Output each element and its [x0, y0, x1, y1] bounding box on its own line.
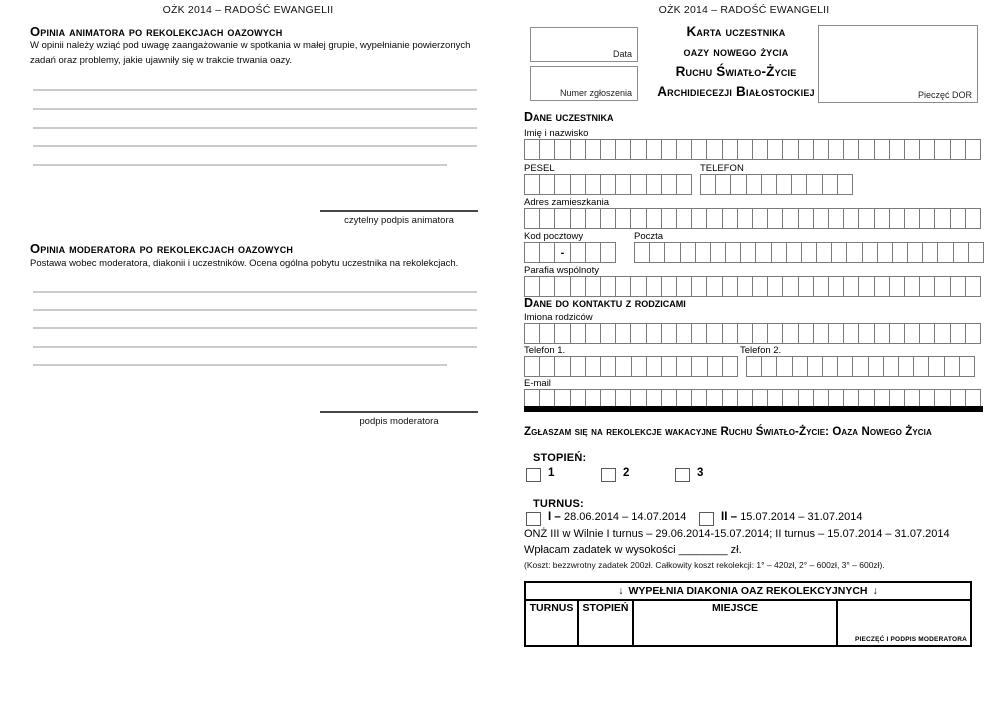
turnus-1-checkbox[interactable]: [526, 512, 541, 526]
turnus-2-numeral: II –: [721, 511, 737, 523]
office-stamp-label: PIECZĘĆ I PODPIS MODERATORA: [854, 636, 967, 643]
moderator-signature-label: podpis moderatora: [359, 416, 439, 427]
dor-stamp-box[interactable]: Pieczęć DOR: [818, 25, 978, 103]
form-title-line-3: Ruchu Światło-Życie: [675, 64, 797, 79]
moderator-opinion-description: Postawa wobec moderatora, diakonii i ucz…: [30, 258, 459, 269]
turnus-group-label: TURNUS:: [533, 498, 584, 510]
post-label: Poczta: [634, 231, 664, 242]
writing-line[interactable]: [33, 164, 447, 166]
office-col-turnus[interactable]: TURNUS: [526, 601, 579, 645]
office-col-place[interactable]: MIEJSCE: [634, 601, 838, 645]
phone1-label: Telefon 1.: [524, 345, 566, 356]
stage-3-label: 3: [697, 467, 704, 479]
office-table-header: ↓ WYPEŁNIA DIAKONIA OAZ REKOLEKCYJNYCH ↓: [526, 583, 970, 601]
application-number-box-label: Numer zgłoszenia: [559, 88, 632, 98]
turnus-2-checkbox[interactable]: [699, 512, 714, 526]
section-divider-bar: [524, 406, 983, 412]
writing-line[interactable]: [33, 364, 447, 366]
down-arrow-icon: ↓: [872, 585, 878, 597]
writing-line[interactable]: [33, 327, 477, 329]
stage-1-label: 1: [548, 467, 555, 479]
turnus-2-dates: 15.07.2014 – 31.07.2014: [740, 511, 863, 523]
cost-note: (Koszt: bezzwrotny zadatek 200zł. Całkow…: [524, 560, 885, 570]
turnus-1-numeral: I –: [548, 511, 561, 523]
office-table: ↓ WYPEŁNIA DIAKONIA OAZ REKOLEKCYJNYCH ↓…: [524, 581, 972, 647]
animator-signature-line[interactable]: [320, 210, 478, 212]
down-arrow-icon: ↓: [618, 585, 624, 597]
form-title-line-4: Archidiecezji Białostockiej: [657, 84, 815, 99]
phone-label: TELEFON: [700, 163, 744, 174]
participant-section-heading: Dane uczestnika: [524, 110, 614, 124]
animator-opinion-description: W opinii należy wziąć pod uwagę zaangażo…: [30, 40, 471, 66]
address-cells[interactable]: [524, 208, 982, 229]
office-col-stage[interactable]: STOPIEŃ: [579, 601, 634, 645]
parish-cells[interactable]: [524, 276, 982, 297]
pesel-cells[interactable]: [524, 174, 693, 195]
dor-stamp-box-label: Pieczęć DOR: [917, 90, 972, 100]
page-right: OŻK 2014 – RADOŚĆ EWANGELII Data Numer z…: [496, 0, 992, 702]
email-label: E-mail: [524, 378, 551, 389]
pesel-label: PESEL: [524, 163, 555, 174]
enrollment-heading: Zgłaszam się na rekolekcje wakacyjne Ruc…: [524, 426, 932, 438]
animator-opinion-title: Opinia animatora po rekolekcjach oazowyc…: [30, 24, 283, 39]
postal-code-label: Kod pocztowy: [524, 231, 584, 242]
parents-names-cells[interactable]: [524, 323, 982, 344]
application-number-box[interactable]: Numer zgłoszenia: [530, 66, 638, 101]
stage-2-label: 2: [623, 467, 630, 479]
stage-3-checkbox[interactable]: [675, 468, 690, 482]
address-label: Adres zamieszkania: [524, 197, 610, 208]
deposit-line[interactable]: Wpłacam zadatek w wysokości ________ zł.: [524, 544, 742, 556]
animator-signature-label: czytelny podpis animatora: [344, 215, 454, 226]
writing-line[interactable]: [33, 89, 477, 91]
office-stamp-cell[interactable]: PIECZĘĆ I PODPIS MODERATORA: [838, 601, 970, 645]
office-table-body: TURNUS STOPIEŃ MIEJSCE PIECZĘĆ I PODPIS …: [526, 601, 970, 645]
date-box-label: Data: [612, 49, 632, 59]
stage-2-checkbox[interactable]: [601, 468, 616, 482]
onz3-note: ONŻ III w Wilnie I turnus – 29.06.2014-1…: [524, 528, 950, 540]
phone-cells[interactable]: [700, 174, 854, 195]
post-cells[interactable]: [634, 242, 984, 263]
form-title: Karta uczestnika oazy nowego życia Ruchu…: [636, 22, 836, 102]
name-label: Imię i nazwisko: [524, 128, 589, 139]
phone2-label: Telefon 2.: [740, 345, 782, 356]
parish-label: Parafia wspólnoty: [524, 265, 599, 276]
parents-section-heading: Dane do kontaktu z rodzicami: [524, 296, 686, 310]
parents-names-label: Imiona rodziców: [524, 312, 593, 323]
office-table-header-text: WYPEŁNIA DIAKONIA OAZ REKOLEKCYJNYCH: [628, 585, 868, 597]
writing-line[interactable]: [33, 127, 477, 129]
form-title-line-2: oazy nowego życia: [683, 44, 789, 59]
page-header: OŻK 2014 – RADOŚĆ EWANGELII: [658, 4, 830, 16]
writing-line[interactable]: [33, 145, 477, 147]
postal-code-cells[interactable]: -: [524, 242, 617, 263]
writing-line[interactable]: [33, 291, 477, 293]
stage-1-checkbox[interactable]: [526, 468, 541, 482]
turnus-1-dates: 28.06.2014 – 14.07.2014: [564, 511, 687, 523]
stage-group-label: STOPIEŃ:: [533, 452, 587, 464]
page-header: OŻK 2014 – RADOŚĆ EWANGELII: [162, 4, 334, 16]
writing-line[interactable]: [33, 346, 477, 348]
form-title-line-1: Karta uczestnika: [686, 24, 786, 39]
phone1-cells[interactable]: [524, 356, 739, 377]
moderator-signature-line[interactable]: [320, 411, 478, 413]
turnus-1-label: I – 28.06.2014 – 14.07.2014: [548, 511, 686, 523]
name-cells[interactable]: [524, 139, 982, 160]
writing-line[interactable]: [33, 108, 477, 110]
turnus-2-label: II – 15.07.2014 – 31.07.2014: [721, 511, 863, 523]
writing-line[interactable]: [33, 309, 477, 311]
date-box[interactable]: Data: [530, 27, 638, 62]
moderator-opinion-title: Opinia moderatora po rekolekcjach oazowy…: [30, 241, 294, 256]
page-left: OŻK 2014 – RADOŚĆ EWANGELII Opinia anima…: [30, 4, 478, 427]
phone2-cells[interactable]: [746, 356, 976, 377]
